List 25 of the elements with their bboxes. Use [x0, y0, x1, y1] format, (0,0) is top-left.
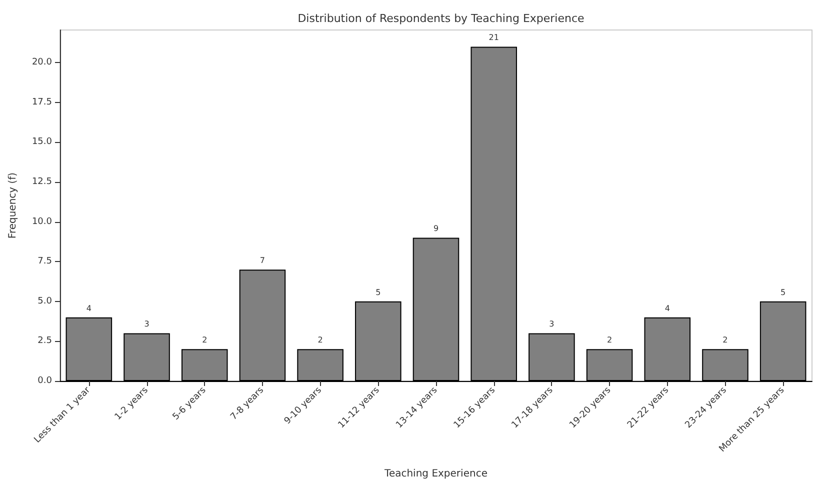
data-label: 4 — [86, 304, 92, 313]
data-label: 2 — [606, 336, 612, 345]
y-tick-label: 20.0 — [32, 58, 52, 68]
y-tick-label: 7.5 — [38, 256, 52, 267]
data-label: 3 — [144, 320, 150, 329]
y-tick-label: 2.5 — [38, 336, 52, 346]
data-label: 2 — [318, 336, 323, 345]
data-label: 5 — [780, 288, 786, 297]
y-tick-label: 15.0 — [32, 137, 52, 148]
y-tick-label: 10.0 — [32, 216, 52, 227]
data-label: 5 — [376, 288, 381, 297]
y-axis-title: Frequency (f) — [8, 172, 18, 239]
data-label: 2 — [722, 336, 728, 345]
data-label: 2 — [202, 336, 208, 345]
y-tick-label: 17.5 — [32, 97, 52, 108]
data-label: 21 — [488, 33, 499, 42]
data-label: 7 — [260, 256, 266, 266]
x-axis-title: Teaching Experience — [384, 468, 488, 480]
data-label: 9 — [433, 224, 439, 234]
y-tick-label: 0.0 — [38, 376, 52, 386]
chart-title: Distribution of Respondents by Teaching Experience — [298, 12, 585, 25]
data-label: 4 — [664, 304, 670, 313]
y-tick-label: 5.0 — [38, 296, 52, 306]
data-label: 3 — [549, 320, 554, 329]
y-tick-label: 12.5 — [32, 177, 52, 188]
